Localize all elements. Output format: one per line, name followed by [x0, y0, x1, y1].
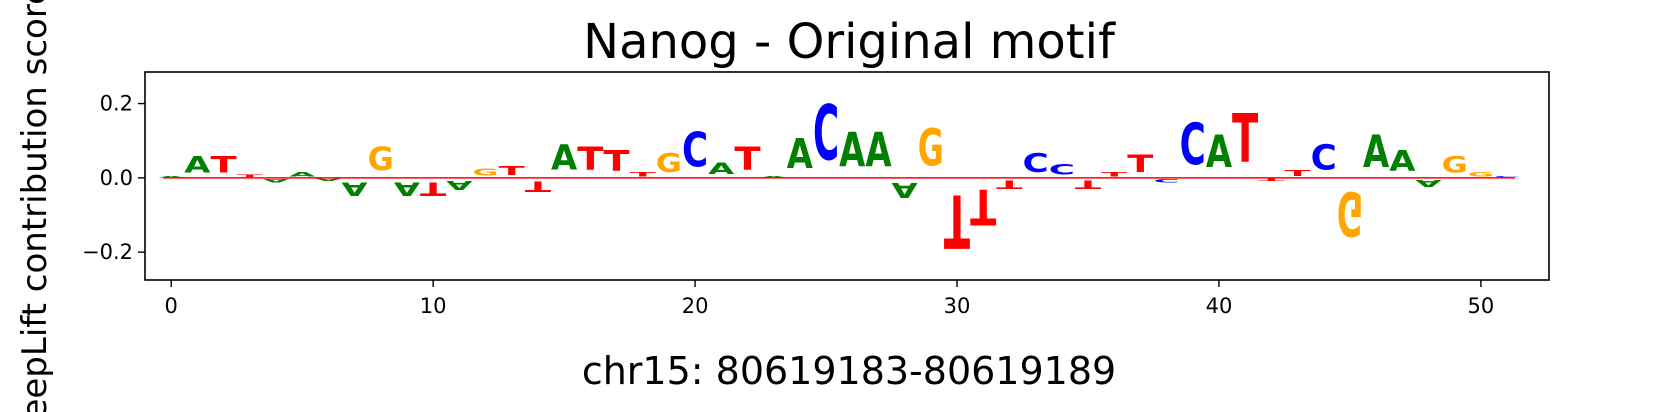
- logo-letter-14: T: [525, 178, 552, 195]
- logo-letter-33: C: [1023, 149, 1049, 179]
- logo-letter-6: A: [315, 178, 342, 182]
- logo-letter-31: T: [970, 177, 996, 234]
- logo-letter-51: C: [1494, 176, 1520, 178]
- logo-letter-39: C: [1180, 113, 1206, 179]
- x-tick-label-1: 10: [420, 294, 447, 318]
- y-tick-label-1: 0.0: [100, 166, 133, 190]
- logo-letter-3: T: [237, 174, 264, 178]
- logo-letter-28: A: [892, 178, 919, 202]
- logo-letter-50: G: [1468, 171, 1494, 178]
- logo-letter-47: A: [1389, 145, 1416, 178]
- logo-letter-7: A: [341, 178, 368, 200]
- logo-letter-40: A: [1206, 127, 1233, 179]
- logo-letter-48: A: [1415, 178, 1442, 189]
- logo-letter-22: T: [734, 141, 760, 178]
- logo-letter-20: C: [682, 122, 708, 177]
- logo-letter-25: C: [813, 90, 839, 178]
- logo-letter-49: G: [1442, 152, 1468, 178]
- x-tick-label-4: 40: [1206, 294, 1233, 318]
- logo-letter-35: T: [1075, 178, 1102, 191]
- logo-letter-21: A: [708, 160, 735, 179]
- logo-letter-4: A: [263, 178, 290, 184]
- logo-letter-34: C: [1049, 162, 1075, 178]
- logo-letter-41: T: [1232, 101, 1258, 178]
- logo-letter-42: T: [1258, 178, 1285, 182]
- x-tick-label-3: 30: [944, 294, 971, 318]
- logo-letter-12: G: [472, 167, 498, 178]
- x-tick-label-2: 20: [682, 294, 709, 318]
- logo-letter-0: A: [158, 176, 185, 178]
- x-tick-label-0: 0: [165, 294, 178, 318]
- logo-letter-19: G: [656, 148, 682, 178]
- logo-letter-13: T: [499, 163, 526, 178]
- logo-letter-36: T: [1101, 171, 1128, 178]
- logo-letter-1: A: [184, 152, 210, 178]
- y-axis-label: DeepLift contribution scores: [15, 0, 55, 412]
- logo-letter-38: C: [1153, 178, 1179, 184]
- logo-letter-8: G: [368, 140, 394, 178]
- logo-letter-24: A: [787, 130, 813, 178]
- logo-letter-30: T: [944, 178, 970, 263]
- chart-title: Nanog - Original motif: [583, 14, 1116, 70]
- y-tick-label-2: 0.2: [100, 92, 133, 116]
- logo-letter-15: A: [551, 138, 578, 179]
- axes: 0 10 20 30 40 50 −0.2 0.0 0.2: [82, 71, 1550, 318]
- logo-letter-5: A: [289, 170, 315, 178]
- logo-letter-37: T: [1127, 150, 1153, 178]
- logo-letter-17: T: [603, 145, 629, 178]
- logo-letter-26: A: [839, 123, 865, 178]
- logo-letter-46: A: [1363, 127, 1390, 179]
- logo-letter-16: T: [577, 141, 603, 178]
- logo-letter-32: T: [996, 178, 1023, 191]
- logo-letter-18: T: [630, 171, 657, 178]
- plot-frame: [144, 71, 1550, 281]
- logo-letter-45: G: [1337, 177, 1363, 247]
- logo-letter-9: A: [394, 178, 421, 200]
- logo-letter-43: T: [1284, 169, 1310, 178]
- logo-letter-23: A: [761, 176, 788, 178]
- logo-letter-27: A: [865, 123, 891, 178]
- logo-letter-2: T: [210, 153, 237, 179]
- logo-letter-44: C: [1311, 138, 1337, 179]
- logo-letter-10: T: [420, 177, 447, 199]
- logo-letter-11: A: [446, 177, 472, 192]
- logo-letter-29: G: [918, 120, 944, 179]
- x-axis-label: chr15: 80619183-80619189: [582, 349, 1116, 393]
- x-tick-label-5: 50: [1468, 294, 1495, 318]
- y-tick-label-0: −0.2: [82, 240, 133, 264]
